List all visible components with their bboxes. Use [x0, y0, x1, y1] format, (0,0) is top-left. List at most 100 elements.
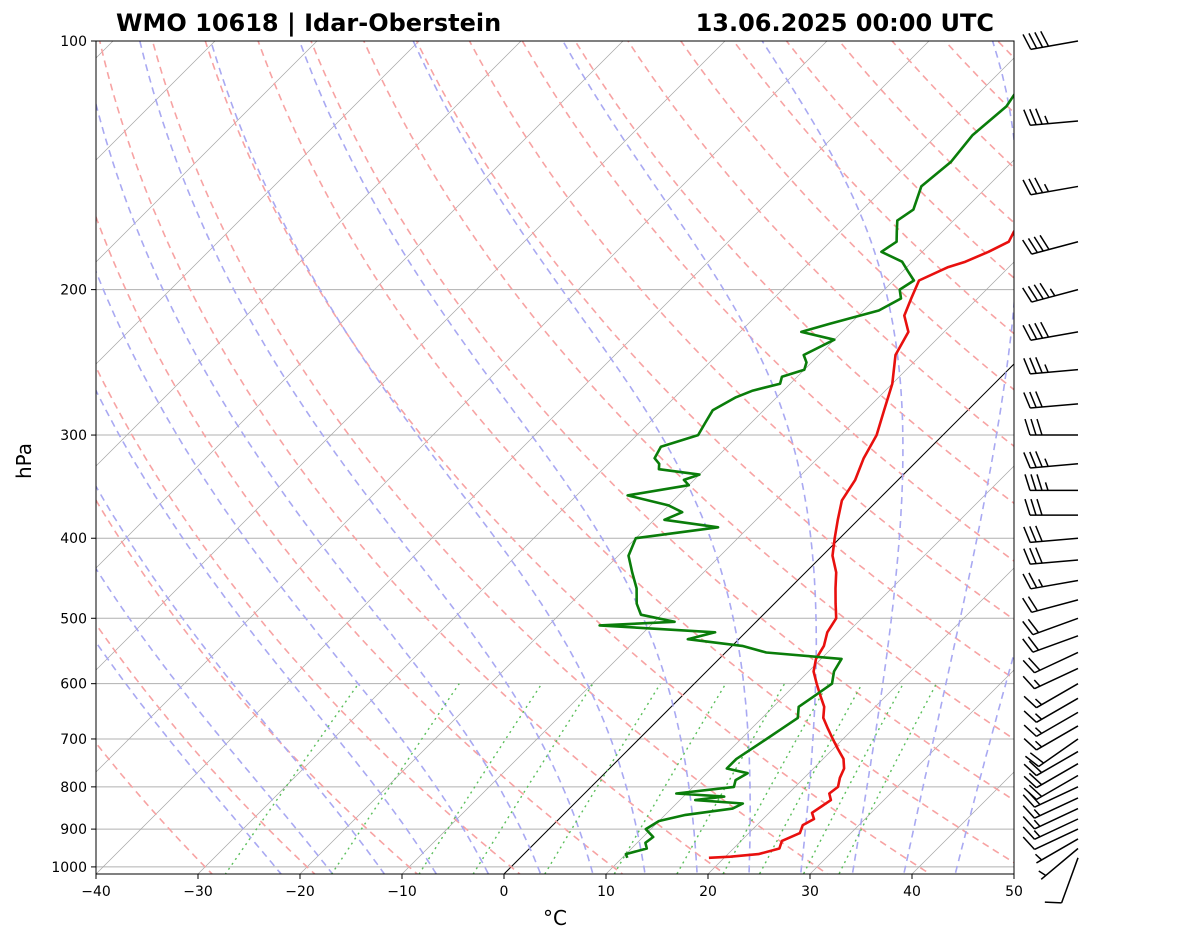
temperature-profile	[708, 229, 1014, 860]
x-tick-label: −20	[285, 884, 315, 900]
wind-barb-staff	[1034, 651, 1079, 674]
wind-barb-full	[1022, 815, 1036, 830]
wind-barb-full	[1028, 178, 1038, 195]
dry-adiabat	[838, 41, 1014, 224]
wind-barb-half	[1034, 727, 1043, 734]
wind-barb-full	[1022, 597, 1033, 613]
wind-barb-full	[1029, 547, 1037, 564]
isotherm-line	[96, 41, 420, 365]
wind-barb-half	[1034, 713, 1043, 720]
dry-adiabat	[1156, 41, 1181, 884]
wind-barb	[1023, 725, 1079, 751]
wind-barb-half	[1044, 458, 1049, 467]
wind-barb-staff	[1034, 786, 1079, 808]
wind-barb-full	[1022, 826, 1036, 840]
wind-barb-staff	[1030, 120, 1079, 126]
isotherm-line	[96, 41, 726, 671]
dry-adiabat	[96, 622, 316, 874]
dry-adiabat	[363, 41, 1014, 741]
mixing-ratio-line	[224, 683, 360, 874]
mixing-ratio-line	[676, 683, 786, 874]
moist-adiabat	[139, 41, 594, 874]
isotherm-line	[96, 41, 318, 263]
wind-barb-half	[1044, 364, 1049, 373]
isotherm-line	[96, 41, 522, 467]
wind-barb-full	[1027, 596, 1039, 612]
wind-barb	[1022, 651, 1079, 674]
wind-barb-full	[1027, 636, 1040, 651]
wind-barb	[1022, 596, 1079, 614]
wind-barb-full	[1023, 775, 1037, 789]
wind-barb-full	[1040, 30, 1050, 47]
wind-barb-full	[1023, 710, 1037, 723]
wind-barb-full	[1036, 418, 1043, 436]
dry-adiabat	[1104, 41, 1181, 884]
moist-adiabat	[96, 640, 283, 874]
wind-barb-full	[1029, 357, 1037, 374]
dry-adiabat	[1051, 41, 1181, 884]
wind-barb-full	[1023, 358, 1031, 375]
wind-barb	[1022, 807, 1079, 830]
dry-adiabat	[997, 41, 1014, 60]
wind-barb-full	[1022, 836, 1036, 850]
wind-barb-full	[1023, 526, 1031, 543]
wind-barb-full	[1022, 620, 1034, 636]
x-tick-label: 40	[903, 884, 921, 900]
dry-adiabat	[574, 41, 1014, 505]
wind-barb	[1034, 838, 1079, 864]
wind-barb-full	[1022, 675, 1036, 690]
isotherm-line	[809, 669, 1014, 874]
wind-barb	[1022, 818, 1079, 840]
wind-barb-full	[1036, 498, 1043, 516]
x-tick-label: 20	[699, 884, 717, 900]
wind-barb	[1022, 828, 1079, 851]
wind-barb-full	[1028, 657, 1041, 671]
y-tick-label: 1000	[51, 860, 87, 876]
wind-barb-half	[1034, 740, 1043, 748]
wind-barb-half	[1044, 115, 1049, 124]
mixing-ratio-line	[613, 683, 727, 874]
mixing-ratio-line	[472, 683, 594, 874]
wind-barb-full	[1035, 108, 1043, 125]
wind-barb-half	[1033, 830, 1041, 838]
wind-barb-full	[1034, 32, 1044, 48]
wind-barb	[1023, 683, 1079, 709]
wind-barb	[1024, 738, 1079, 768]
wind-barb-full	[1035, 547, 1043, 564]
wind-barb-staff	[1032, 635, 1079, 653]
wind-barb-full	[1023, 724, 1037, 737]
wind-barb-half	[1044, 482, 1049, 491]
wind-barb-full	[1027, 238, 1039, 253]
wind-barb-half	[1043, 183, 1050, 192]
dewpoint-profile	[598, 92, 1014, 859]
wind-barb-full	[1034, 177, 1044, 194]
y-tick-label: 900	[60, 822, 87, 838]
wind-barb-staff	[1030, 331, 1079, 341]
wind-barb-staff	[1030, 403, 1079, 409]
wind-barb-half	[1034, 853, 1043, 861]
dry-adiabat	[521, 41, 1014, 563]
moist-adiabat	[96, 101, 542, 874]
x-tick-label: −10	[387, 884, 417, 900]
wind-barb	[1022, 234, 1079, 255]
wind-barb	[1024, 418, 1078, 436]
isotherm-line	[96, 41, 828, 773]
dry-adiabat	[204, 41, 932, 874]
moist-adiabat	[412, 41, 751, 874]
y-axis-label: hPa	[12, 443, 36, 479]
y-tick-label: 600	[60, 677, 87, 693]
moist-adiabat	[96, 484, 386, 874]
wind-barb-half	[1034, 698, 1043, 706]
wind-barb-staff	[1036, 683, 1079, 709]
wind-barb-staff	[1036, 838, 1079, 864]
dry-adiabat	[680, 41, 1014, 391]
wind-barb-full	[1035, 525, 1043, 542]
wind-barb	[1022, 321, 1079, 341]
wind-barb	[1022, 572, 1079, 590]
wind-barb-full	[1022, 34, 1032, 50]
wind-barb-full	[1022, 239, 1033, 255]
wind-barb-half	[1033, 819, 1041, 827]
wind-barb	[1023, 547, 1079, 565]
wind-barb-full	[1023, 763, 1037, 777]
wind-barb-full	[1023, 109, 1031, 126]
